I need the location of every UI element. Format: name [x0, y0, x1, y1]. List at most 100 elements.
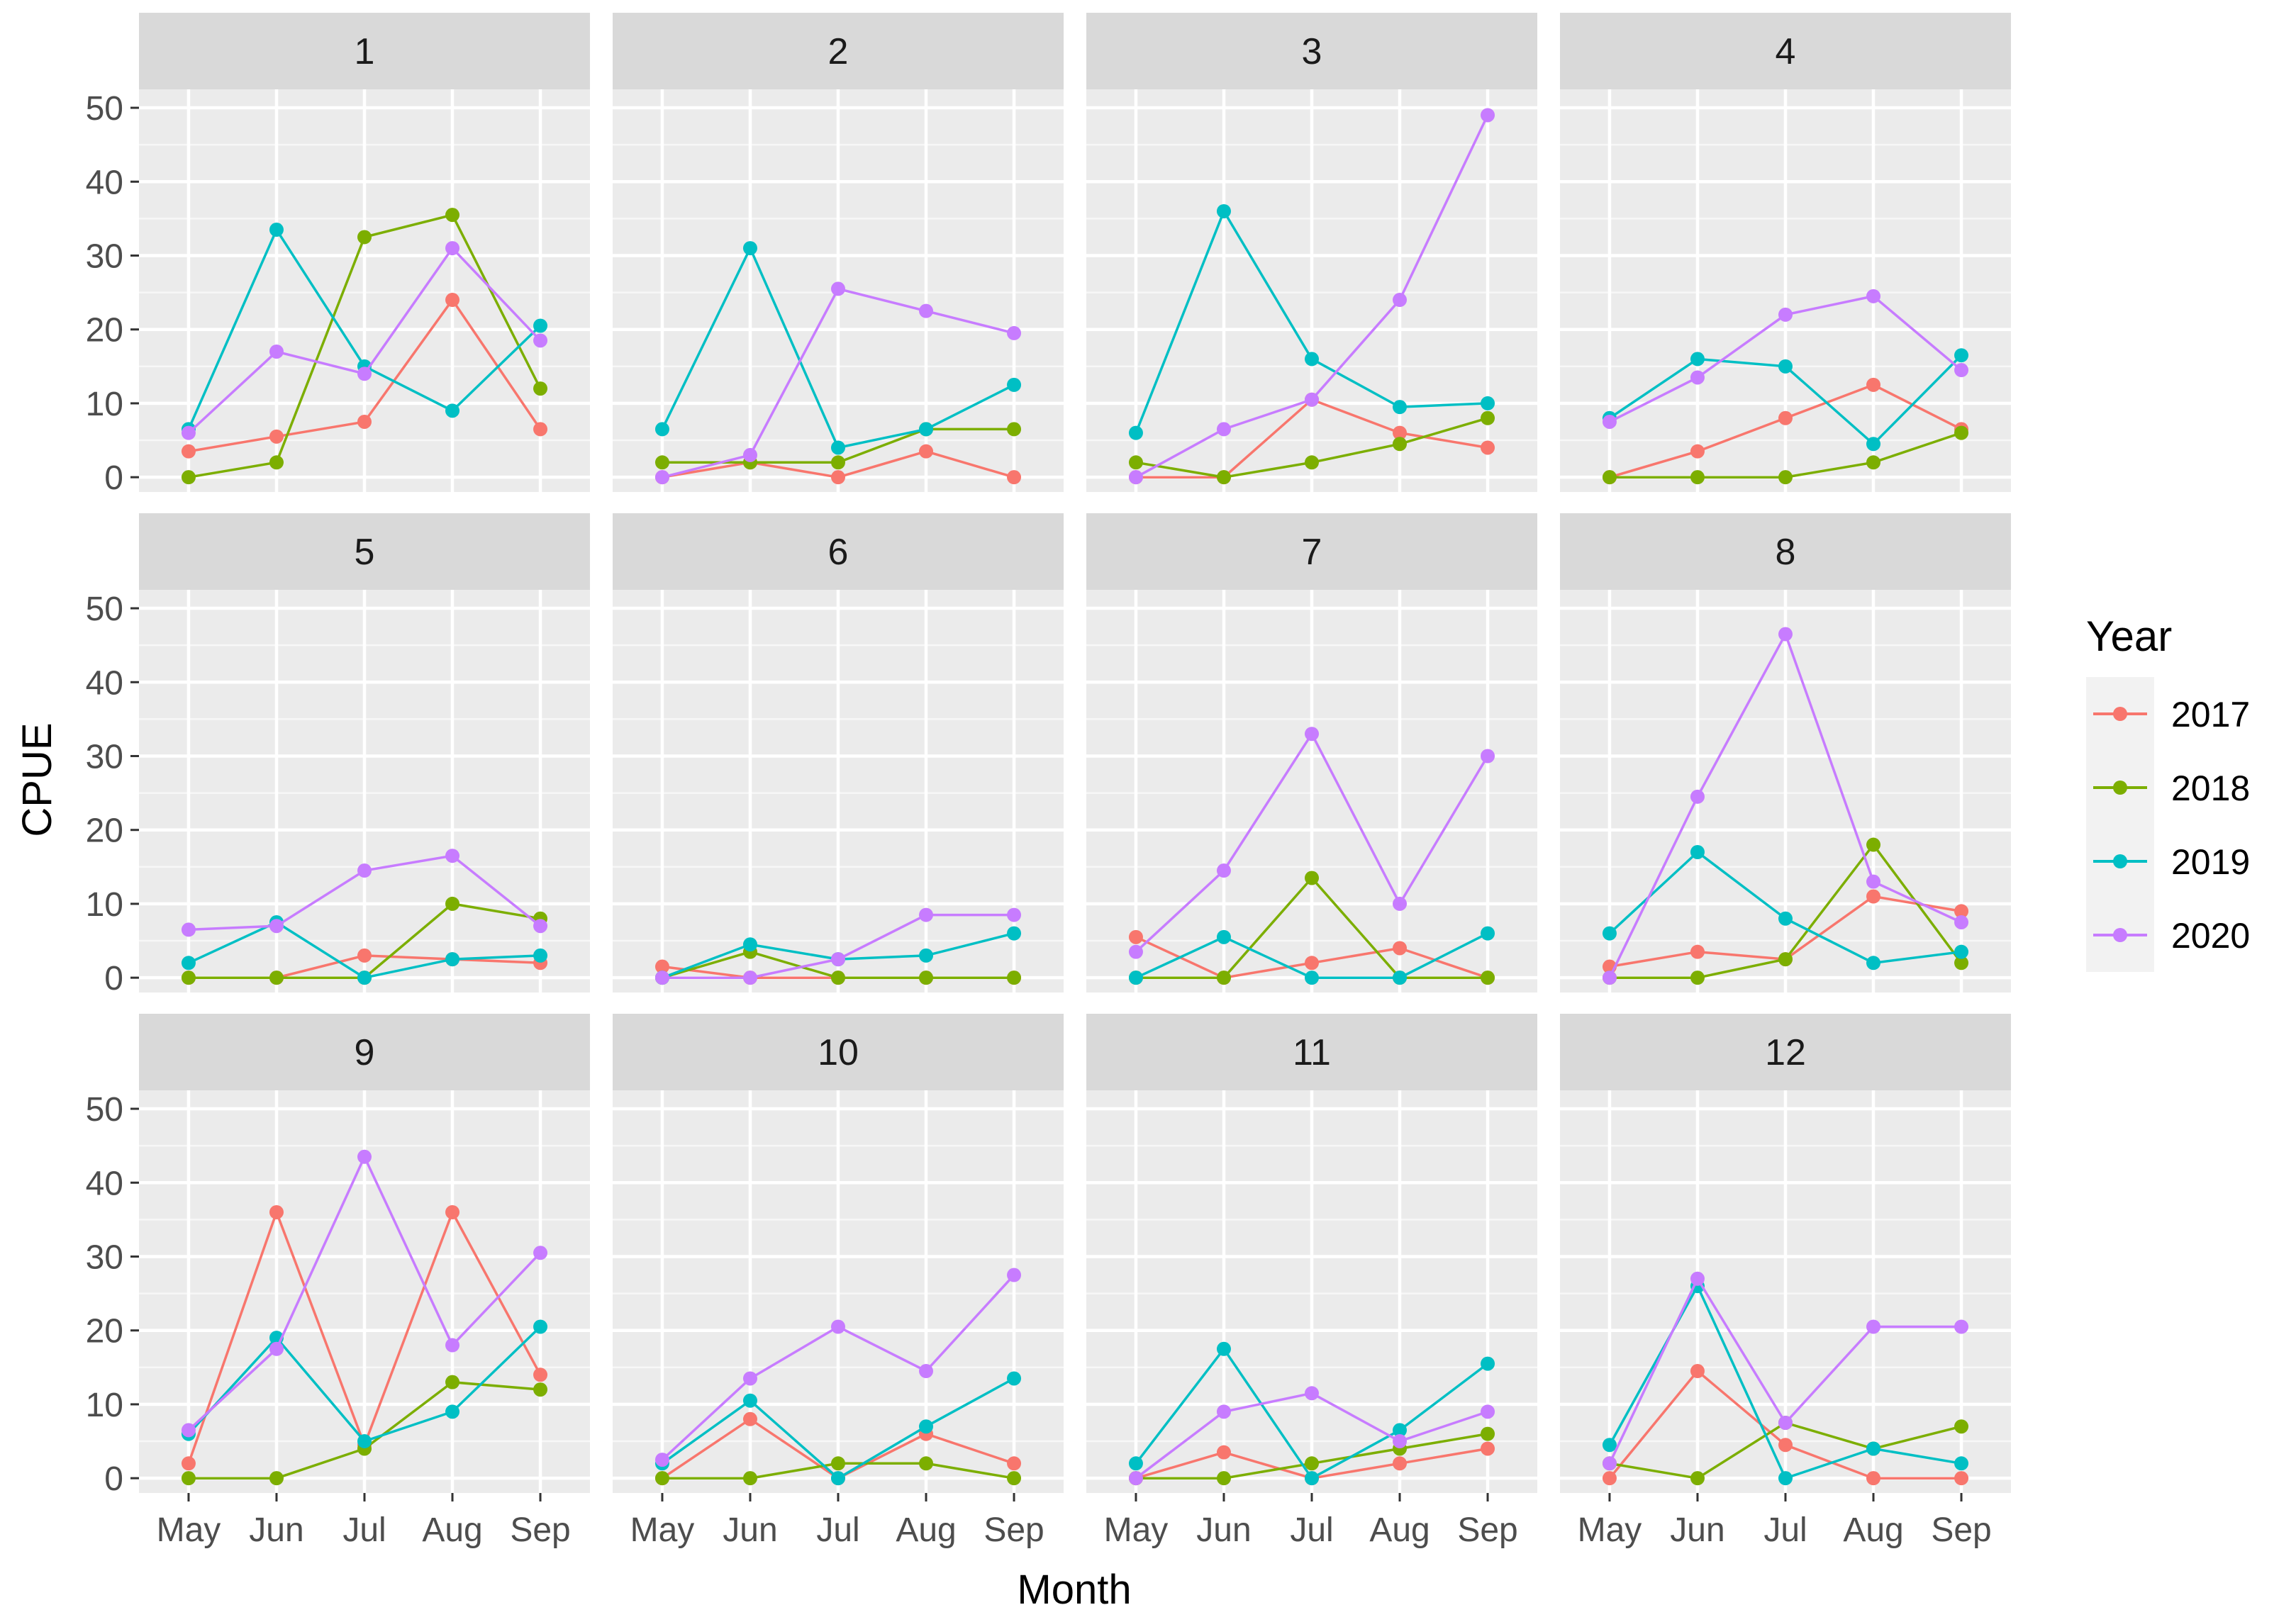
facet-panel-11: 11 May Jun Jul Aug Sep	[1086, 1014, 1537, 1549]
data-point-2020	[1690, 1271, 1705, 1286]
data-point-2019	[533, 1319, 548, 1334]
data-point-2017	[1393, 1456, 1408, 1471]
facet-panel-6: 6	[613, 513, 1064, 992]
data-point-2020	[445, 241, 460, 256]
data-point-2020	[1602, 414, 1617, 429]
data-point-2018	[654, 455, 669, 470]
x-tick-label: May	[157, 1511, 221, 1549]
data-point-2017	[1778, 1438, 1793, 1453]
facet-strip-label: 8	[1776, 532, 1796, 573]
data-point-2019	[1216, 203, 1231, 218]
data-point-2017	[1690, 944, 1705, 959]
y-tick-label: 40	[86, 664, 123, 702]
facet-panel-7: 7	[1086, 513, 1537, 992]
data-point-2018	[181, 470, 196, 485]
facet-strip-label: 5	[355, 532, 375, 573]
data-point-2019	[1602, 1438, 1617, 1453]
data-point-2020	[1954, 915, 1969, 929]
data-point-2018	[269, 455, 284, 470]
data-point-2018	[1954, 956, 1969, 971]
data-point-2020	[1481, 108, 1495, 123]
x-tick-label: Jun	[1196, 1511, 1251, 1549]
data-point-2018	[1954, 1419, 1969, 1434]
x-tick-label: Sep	[1457, 1511, 1517, 1549]
data-point-2019	[1393, 1423, 1408, 1438]
data-point-2019	[1954, 944, 1969, 959]
data-point-2017	[445, 293, 460, 308]
facet-panel-3: 3	[1086, 13, 1537, 492]
data-point-2018	[1954, 425, 1969, 440]
data-point-2018	[1216, 470, 1231, 485]
data-point-2018	[919, 1456, 934, 1471]
data-point-2020	[181, 922, 196, 937]
data-point-2019	[1866, 1441, 1881, 1456]
data-point-2017	[742, 1411, 757, 1426]
x-tick-label: Sep	[510, 1511, 570, 1549]
data-point-2020	[1305, 1386, 1319, 1401]
facet-strip-label: 12	[1765, 1032, 1806, 1073]
data-point-2020	[1778, 1415, 1793, 1430]
facet-strip-label: 4	[1776, 31, 1796, 72]
facet-strip	[1560, 1014, 2011, 1090]
data-point-2020	[1305, 727, 1319, 742]
data-point-2019	[1305, 352, 1319, 367]
y-tick-label: 50	[86, 591, 123, 628]
x-tick-label: Jun	[1670, 1511, 1724, 1549]
data-point-2019	[1007, 1371, 1022, 1386]
data-point-2017	[1954, 904, 1969, 919]
data-point-2019	[1866, 437, 1881, 452]
facet-strip	[1086, 13, 1537, 89]
data-point-2020	[1602, 971, 1617, 985]
y-tick-label: 40	[86, 1165, 123, 1202]
data-point-2020	[1393, 896, 1408, 911]
data-point-2017	[181, 1456, 196, 1471]
data-point-2018	[181, 971, 196, 985]
facet-strip-label: 10	[818, 1032, 859, 1073]
data-point-2020	[1216, 422, 1231, 437]
data-point-2020	[831, 1319, 845, 1334]
data-point-2017	[1866, 1471, 1881, 1486]
data-point-2019	[269, 223, 284, 237]
y-tick-label: 40	[86, 164, 123, 201]
x-axis-title: Month	[1017, 1567, 1131, 1613]
data-point-2020	[445, 1338, 460, 1353]
data-point-2019	[1007, 377, 1022, 392]
y-tick-label: 10	[86, 886, 123, 924]
data-point-2018	[1216, 1471, 1231, 1486]
facet-strip	[613, 513, 1064, 590]
data-point-2019	[831, 440, 845, 455]
x-tick-label: Jun	[249, 1511, 303, 1549]
data-point-2020	[357, 1149, 372, 1164]
facet-strip-label: 2	[828, 31, 849, 72]
data-point-2017	[1690, 1364, 1705, 1379]
data-point-2018	[357, 230, 372, 245]
x-tick-label: May	[1578, 1511, 1642, 1549]
data-point-2018	[1690, 971, 1705, 985]
facet-strip-label: 9	[355, 1032, 375, 1073]
data-point-2019	[1954, 348, 1969, 363]
data-point-2019	[1481, 926, 1495, 941]
data-point-2019	[1216, 1341, 1231, 1356]
y-tick-label: 30	[86, 1238, 123, 1276]
facet-strip	[139, 1014, 590, 1090]
data-point-2017	[831, 470, 845, 485]
data-point-2020	[1602, 1456, 1617, 1471]
data-point-2018	[445, 1375, 460, 1389]
data-point-2017	[1866, 889, 1881, 904]
legend-key-point	[2113, 707, 2127, 721]
data-point-2019	[445, 403, 460, 418]
data-point-2020	[654, 971, 669, 985]
data-point-2020	[1778, 307, 1793, 322]
data-point-2020	[1481, 749, 1495, 764]
data-point-2020	[1690, 789, 1705, 804]
data-point-2019	[919, 422, 934, 437]
data-point-2019	[1216, 929, 1231, 944]
x-tick-label: Jul	[1290, 1511, 1333, 1549]
data-point-2017	[1954, 1471, 1969, 1486]
data-point-2017	[1128, 929, 1143, 944]
y-tick-label: 20	[86, 312, 123, 349]
data-point-2017	[269, 1204, 284, 1219]
data-point-2017	[269, 429, 284, 444]
data-point-2020	[1866, 1319, 1881, 1334]
